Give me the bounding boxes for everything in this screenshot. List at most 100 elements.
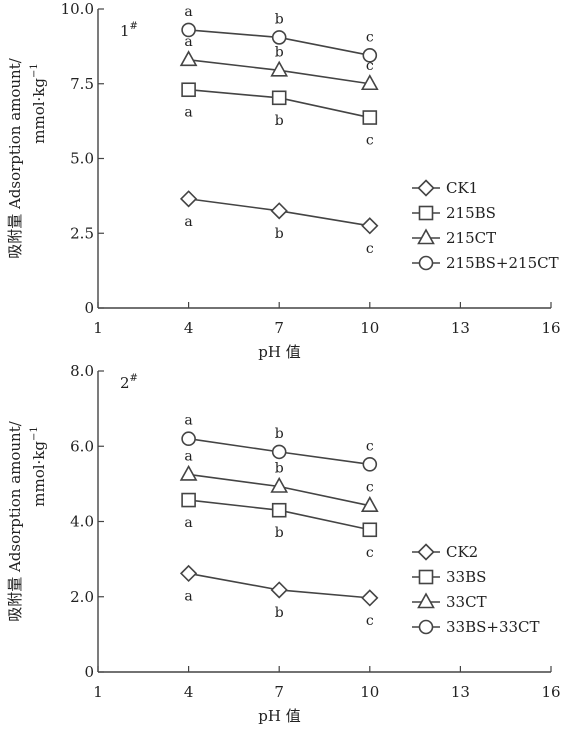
data-point-square: [181, 82, 196, 98]
x-tick-label: 13: [451, 319, 470, 337]
significance-label: c: [366, 133, 374, 149]
y-tick-label: 0: [84, 663, 94, 681]
panel-number: 1: [120, 22, 130, 40]
legend-label: 33BS+33CT: [446, 618, 540, 636]
significance-label: c: [366, 545, 374, 561]
significance-label: a: [184, 34, 192, 50]
legend-marker-square: [418, 205, 434, 221]
legend-item: 215BS+215CT: [412, 254, 559, 272]
data-point-diamond: [179, 564, 198, 583]
panel-number: 2: [120, 374, 130, 392]
x-tick-label: 1: [93, 683, 103, 701]
series-33BS+33CT: a b c: [181, 413, 378, 472]
x-tick-label: 10: [360, 683, 379, 701]
data-point-diamond: [270, 202, 288, 220]
x-tick-label: 1: [93, 319, 103, 337]
data-point-square: [362, 522, 378, 538]
legend-item: 33BS: [412, 568, 486, 586]
y-tick-label: 4.0: [70, 513, 94, 531]
chart-panel-1: 0 2.5 5.0 7.5 10.0 1 4 7 10 13 16 pH 值 吸附量 Adsorptio…: [6, 0, 561, 361]
significance-label: c: [366, 29, 374, 45]
significance-label: b: [275, 44, 284, 60]
series-215CT: a b c: [179, 34, 379, 91]
y-axis-unit-exponent: −1: [29, 63, 40, 78]
y-tick-label: 2.5: [70, 224, 94, 242]
significance-label: a: [184, 448, 192, 464]
data-point-circle: [181, 431, 196, 447]
x-axis-title: pH 值: [258, 707, 300, 725]
x-tick-label: 7: [274, 319, 284, 337]
significance-label: b: [275, 605, 284, 621]
data-point-diamond: [361, 589, 379, 607]
significance-label: b: [275, 461, 284, 477]
significance-label: a: [184, 105, 192, 121]
y-tick-label: 10.0: [61, 0, 94, 18]
data-point-square: [181, 492, 196, 508]
legend-item: 215BS: [412, 204, 496, 222]
data-point-circle: [362, 48, 378, 63]
significance-label: a: [184, 214, 192, 230]
y-axis-unit: mmol·kg: [30, 441, 48, 507]
series-33CT: a b c: [179, 448, 379, 512]
legend-marker-diamond: [417, 179, 435, 197]
legend-item: 33CT: [412, 592, 487, 611]
legend-item: CK1: [412, 179, 478, 197]
significance-label: b: [275, 426, 284, 442]
y-tick-label: 8.0: [70, 362, 94, 380]
data-point-triangle: [360, 74, 379, 91]
series-CK1: a b c: [179, 190, 379, 257]
significance-label: b: [275, 11, 284, 27]
data-point-triangle: [270, 476, 289, 493]
series-33BS: a b c: [181, 492, 378, 561]
legend-marker-circle: [418, 619, 434, 635]
y-axis-title-line2: mmol·kg−1: [29, 63, 48, 144]
chart-panel-2: 0 2.0 4.0 6.0 8.0 1 4 7 10 13 16 pH 值 吸附量 Adsorption…: [6, 362, 561, 725]
legend-label: 215BS: [446, 204, 496, 222]
legend-item: CK2: [412, 543, 478, 561]
legend-marker-triangle: [417, 592, 435, 609]
significance-label: c: [366, 241, 374, 257]
legend-label: 33BS: [446, 568, 486, 586]
legend-label: 215CT: [446, 229, 496, 247]
series-215BS: a b c: [181, 82, 378, 149]
legend: CK2 33BS 33CT 33BS+33CT: [412, 543, 540, 636]
significance-label: a: [184, 4, 192, 20]
y-axis-unit-exponent: −1: [29, 426, 40, 441]
panel-label: 1#: [120, 21, 138, 40]
y-axis-title-line1: 吸附量 Adsorption amount/: [6, 420, 24, 622]
data-point-circle: [271, 30, 287, 45]
data-point-diamond: [361, 217, 379, 235]
legend-marker-circle: [418, 255, 434, 271]
legend-label: 215BS+215CT: [446, 254, 559, 272]
data-point-triangle: [179, 464, 198, 481]
x-tick-label: 13: [451, 683, 470, 701]
data-point-square: [362, 110, 378, 125]
data-point-square: [271, 90, 287, 106]
legend-item: 33BS+33CT: [412, 618, 540, 636]
x-tick-label: 16: [541, 683, 560, 701]
y-axis-title-line1: 吸附量 Adsorption amount/: [6, 57, 24, 259]
x-axis-title: pH 值: [258, 343, 300, 361]
panel-number-sup: #: [130, 373, 138, 384]
data-point-diamond: [179, 190, 198, 208]
y-tick-label: 6.0: [70, 437, 94, 455]
panel-label: 2#: [120, 373, 138, 392]
y-tick-label: 7.5: [70, 75, 94, 93]
significance-label: b: [275, 226, 284, 242]
series-CK2: a b c: [179, 564, 379, 629]
y-tick-label: 0: [84, 299, 94, 317]
significance-label: b: [275, 113, 284, 129]
significance-label: c: [366, 438, 374, 454]
data-point-circle: [362, 457, 378, 472]
panel-number-sup: #: [130, 21, 138, 32]
legend-marker-diamond: [417, 543, 435, 561]
data-point-circle: [271, 444, 287, 460]
x-tick-label: 16: [541, 319, 560, 337]
significance-label: c: [366, 58, 374, 74]
data-point-triangle: [270, 60, 289, 77]
legend-label: 33CT: [446, 593, 487, 611]
data-point-circle: [181, 22, 196, 38]
legend-marker-square: [418, 569, 434, 585]
x-tick-label: 4: [184, 683, 194, 701]
